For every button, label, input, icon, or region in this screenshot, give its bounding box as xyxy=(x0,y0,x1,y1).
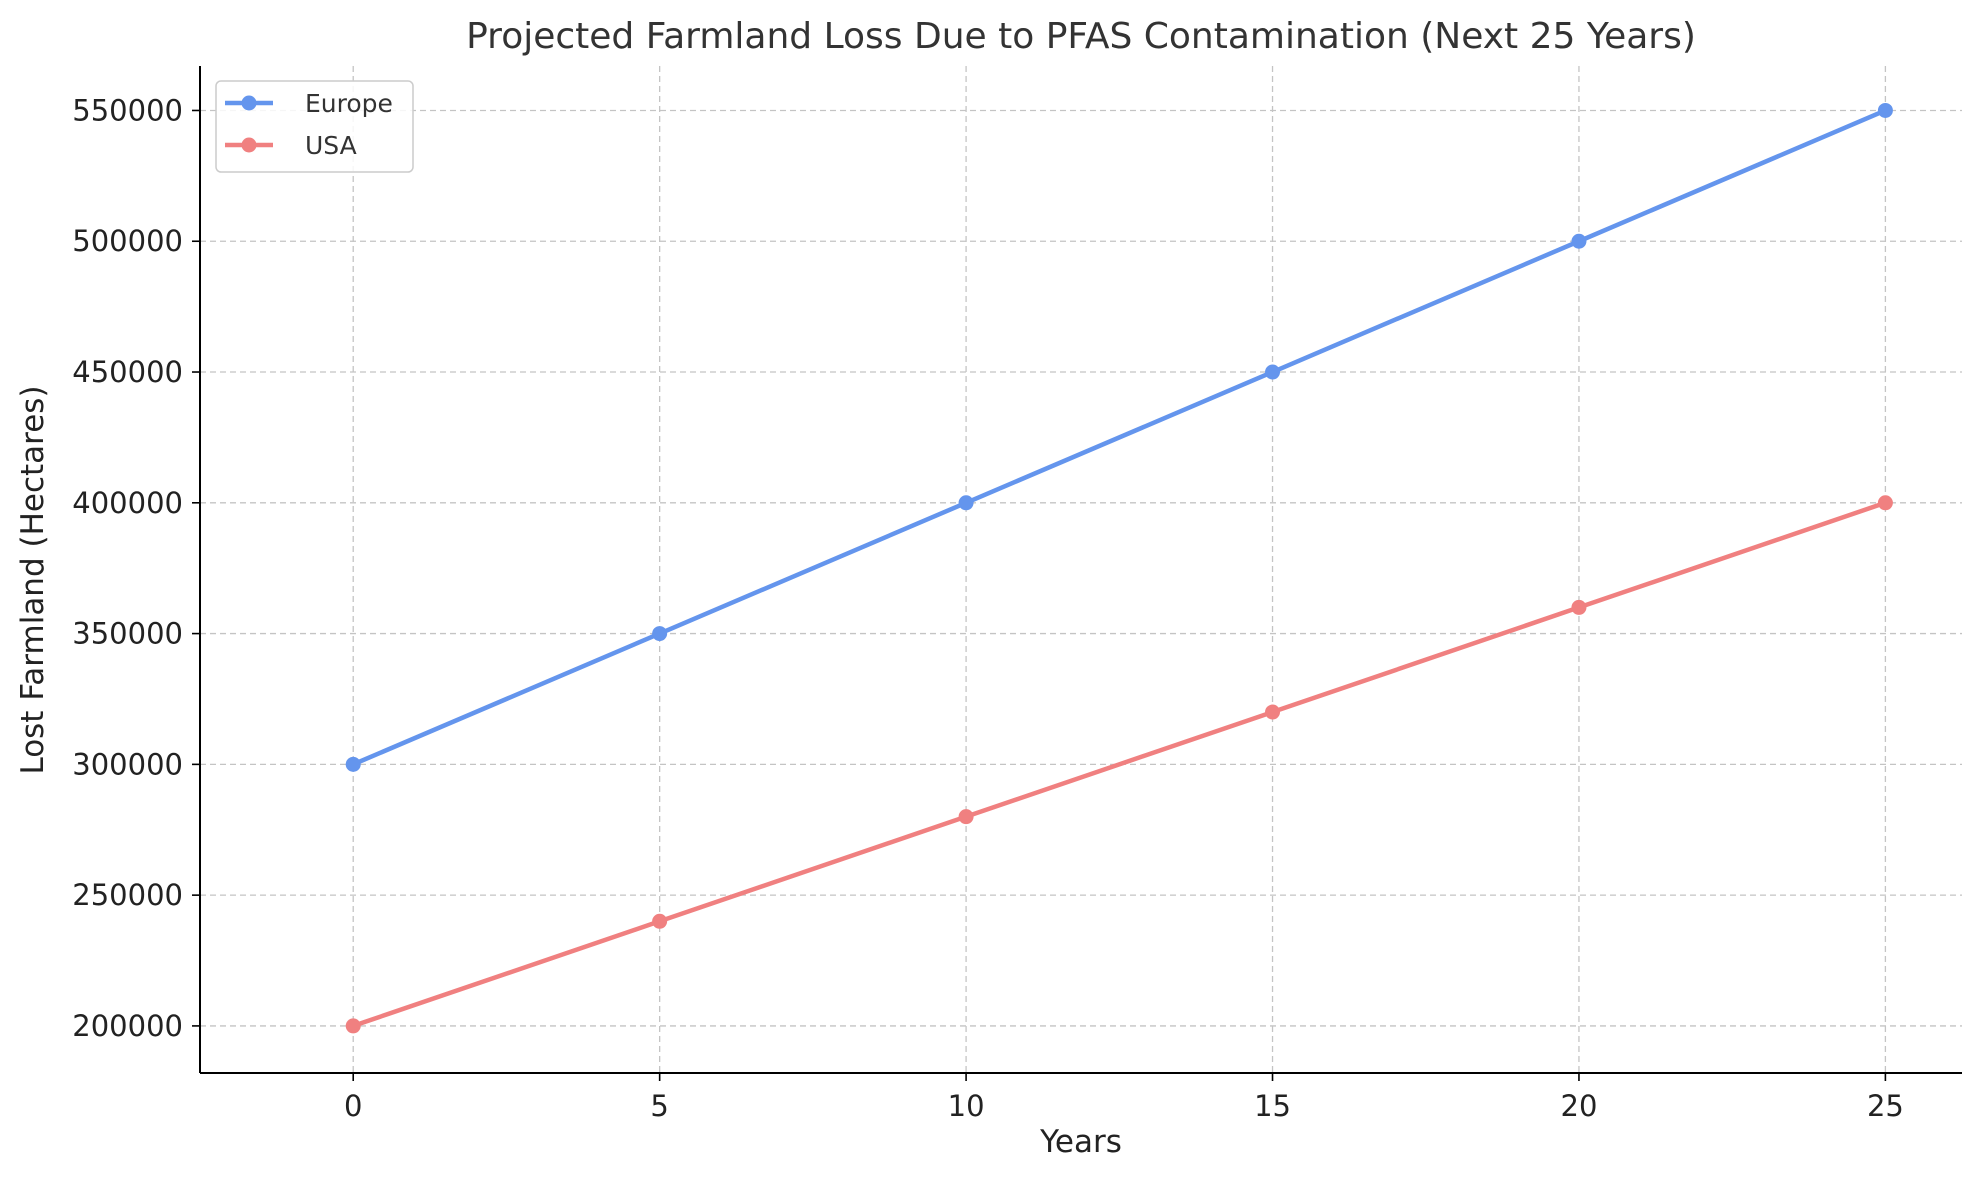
legend-usa-swatch-marker xyxy=(241,137,257,153)
europe-data-point xyxy=(958,495,974,511)
x-tick-label: 20 xyxy=(1561,1089,1598,1123)
legend: Europe USA xyxy=(215,80,414,173)
europe-data-point xyxy=(1877,102,1893,118)
legend-usa-label: USA xyxy=(305,131,357,160)
legend-europe-swatch-marker xyxy=(241,95,257,111)
usa-data-point xyxy=(1877,495,1893,511)
tick-labels: 0 5 10 15 20 25 200000 250000 300000 350000 400000… xyxy=(72,93,1904,1123)
y-axis-label: Lost Farmland (Hectares) xyxy=(15,385,51,774)
europe-data-point xyxy=(345,756,361,772)
axes xyxy=(192,66,1962,1081)
chart-title: Projected Farmland Loss Due to PFAS Cont… xyxy=(466,16,1696,57)
y-tick-label: 300000 xyxy=(72,747,183,781)
x-tick-label: 10 xyxy=(948,1089,985,1123)
europe-data-point xyxy=(1265,364,1281,380)
grid-lines xyxy=(200,66,1962,1073)
y-tick-label: 450000 xyxy=(72,355,183,389)
usa-data-point xyxy=(958,809,974,825)
usa-data-point xyxy=(652,913,668,929)
usa-series-line xyxy=(350,500,1888,1029)
x-tick-label: 0 xyxy=(344,1089,362,1123)
x-tick-label: 25 xyxy=(1867,1089,1904,1123)
y-tick-label: 500000 xyxy=(72,224,183,258)
europe-series-line xyxy=(350,108,1888,767)
europe-data-point xyxy=(652,626,668,642)
usa-data-point xyxy=(1265,704,1281,720)
x-tick-label: 5 xyxy=(650,1089,668,1123)
x-tick-label: 15 xyxy=(1254,1089,1291,1123)
y-tick-label: 250000 xyxy=(72,878,183,912)
y-tick-label: 200000 xyxy=(72,1009,183,1043)
y-tick-label: 350000 xyxy=(72,617,183,651)
x-axis-label: Years xyxy=(1039,1124,1122,1160)
usa-data-point xyxy=(345,1018,361,1034)
y-tick-label: 400000 xyxy=(72,486,183,520)
legend-europe-label: Europe xyxy=(305,89,393,118)
series-lines xyxy=(345,102,1893,1034)
y-tick-label: 550000 xyxy=(72,93,183,127)
europe-data-point xyxy=(1571,233,1587,249)
usa-data-point xyxy=(1571,599,1587,615)
